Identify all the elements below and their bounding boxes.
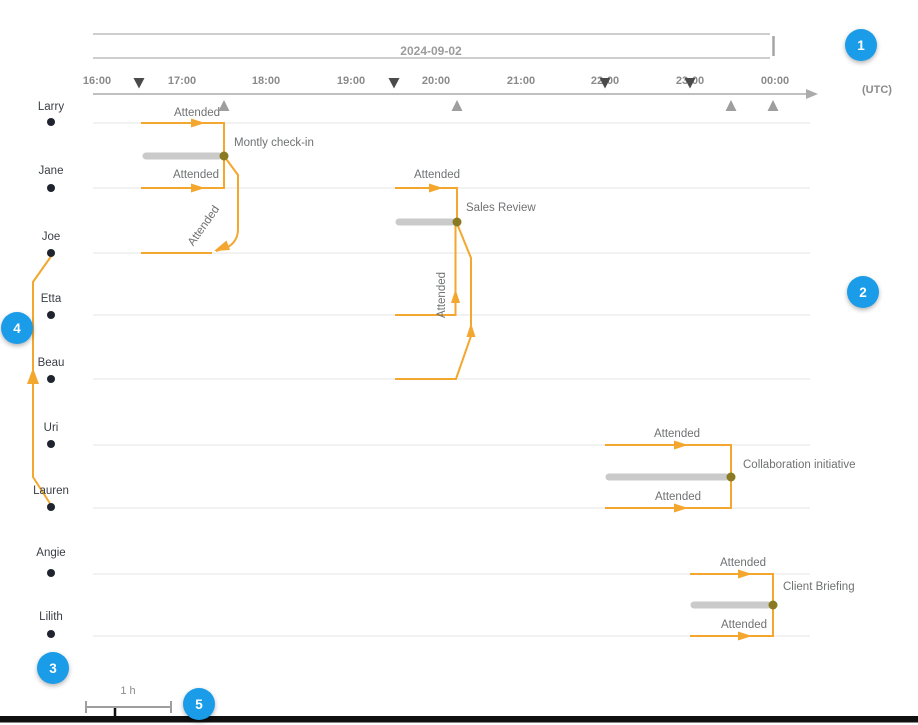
event-node-sales-review[interactable] (452, 217, 462, 227)
event-bars (142, 152, 772, 609)
axis-tick-2000: 20:00 (421, 75, 451, 87)
bottom-border-bar (0, 708, 918, 723)
arrowhead-lauren-to-joe-icon (27, 368, 39, 384)
start-marker-icon-2200 (599, 78, 611, 89)
arrowhead-lauren-icon (674, 503, 688, 513)
event-nodes (219, 151, 778, 610)
edge-uri-collab (605, 444, 732, 477)
callout-badge-3: 3 (37, 652, 69, 684)
arrowhead-joe-icon (214, 240, 230, 251)
edge-lauren-collab (605, 478, 732, 509)
arrowhead-lilith-icon (738, 631, 752, 641)
person-label-jane[interactable]: Jane (38, 165, 64, 177)
person-label-larry[interactable]: Larry (37, 101, 65, 113)
timezone-label: (UTC) (862, 84, 892, 96)
event-label-collaboration-initiative: Collaboration initiative (743, 459, 856, 471)
attended-label-lilith: Attended (720, 619, 768, 631)
attendance-arrowheads (27, 118, 752, 641)
event-label-client-briefing: Client Briefing (783, 581, 855, 593)
person-nodes (47, 118, 55, 638)
edge-jane-sales (395, 187, 458, 222)
arrowhead-angie-icon (738, 569, 752, 579)
person-label-uri[interactable]: Uri (43, 422, 59, 434)
attended-label-jane-montly: Attended (172, 169, 220, 181)
event-label-sales-review: Sales Review (466, 202, 536, 214)
axis-tick-0000: 00:00 (760, 75, 790, 87)
arrowhead-jane-sales-icon (429, 183, 443, 193)
event-label-montly-check-in: Montly check-in (234, 137, 314, 149)
node-beau[interactable] (47, 375, 55, 383)
arrowhead-etta-icon (451, 289, 460, 303)
axis-tick-1700: 17:00 (167, 75, 197, 87)
axis-tick-1800: 18:00 (251, 75, 281, 87)
person-label-etta[interactable]: Etta (40, 293, 62, 305)
end-marker-icon-2330 (725, 100, 737, 111)
callout-badge-2: 2 (847, 276, 879, 308)
end-marker-icon-0000 (767, 100, 779, 111)
time-axis (93, 89, 818, 99)
node-joe[interactable] (47, 249, 55, 257)
end-marker-icon-1730 (218, 100, 230, 111)
node-lilith[interactable] (47, 630, 55, 638)
person-label-lilith[interactable]: Lilith (39, 611, 63, 623)
event-node-collaboration-initiative[interactable] (726, 472, 736, 482)
arrowhead-larry-icon (191, 118, 205, 128)
attended-label-lauren: Attended (654, 491, 702, 503)
start-marker-icon-1930 (388, 78, 400, 89)
start-marker-icon-1630 (133, 78, 145, 89)
node-uri[interactable] (47, 440, 55, 448)
attended-label-larry: Attended (173, 107, 221, 119)
callout-badge-5: 5 (183, 688, 215, 720)
hour-scale-label: 1 h (120, 685, 136, 697)
attended-label-angie: Attended (719, 557, 767, 569)
arrowhead-uri-icon (674, 440, 688, 450)
axis-tick-1600: 16:00 (82, 75, 112, 87)
hour-scale-bar (85, 701, 172, 713)
callout-badge-1: 1 (845, 29, 877, 61)
date-range-selector[interactable] (93, 33, 775, 59)
person-label-beau[interactable]: Beau (37, 357, 65, 369)
start-marker-icon-2300 (684, 78, 696, 89)
arrowhead-jane-montly-icon (191, 183, 205, 193)
event-start-markers (133, 78, 696, 89)
attended-label-jane-sales: Attended (413, 169, 461, 181)
event-end-markers (218, 100, 779, 111)
callout-badge-4: 4 (1, 312, 33, 344)
person-label-joe[interactable]: Joe (41, 231, 61, 243)
node-larry[interactable] (47, 118, 55, 126)
person-label-lauren[interactable]: Lauren (33, 485, 69, 497)
node-etta[interactable] (47, 311, 55, 319)
arrowhead-beau-icon (466, 323, 476, 337)
event-node-client-briefing[interactable] (768, 600, 778, 610)
person-label-angie[interactable]: Angie (36, 547, 66, 559)
axis-tick-1900: 19:00 (336, 75, 366, 87)
axis-arrow-icon (806, 89, 818, 99)
axis-tick-2100: 21:00 (506, 75, 536, 87)
node-jane[interactable] (47, 184, 55, 192)
edge-angie-client (690, 573, 774, 605)
date-range-label[interactable]: 2024-09-02 (400, 44, 462, 58)
edge-lilith-client (690, 606, 774, 637)
node-lauren[interactable] (47, 503, 55, 511)
edge-etta-sales (395, 226, 457, 316)
event-node-montly-check-in[interactable] (219, 151, 229, 161)
end-marker-icon-2015 (451, 100, 463, 111)
attended-label-uri: Attended (653, 428, 701, 440)
node-angie[interactable] (47, 569, 55, 577)
